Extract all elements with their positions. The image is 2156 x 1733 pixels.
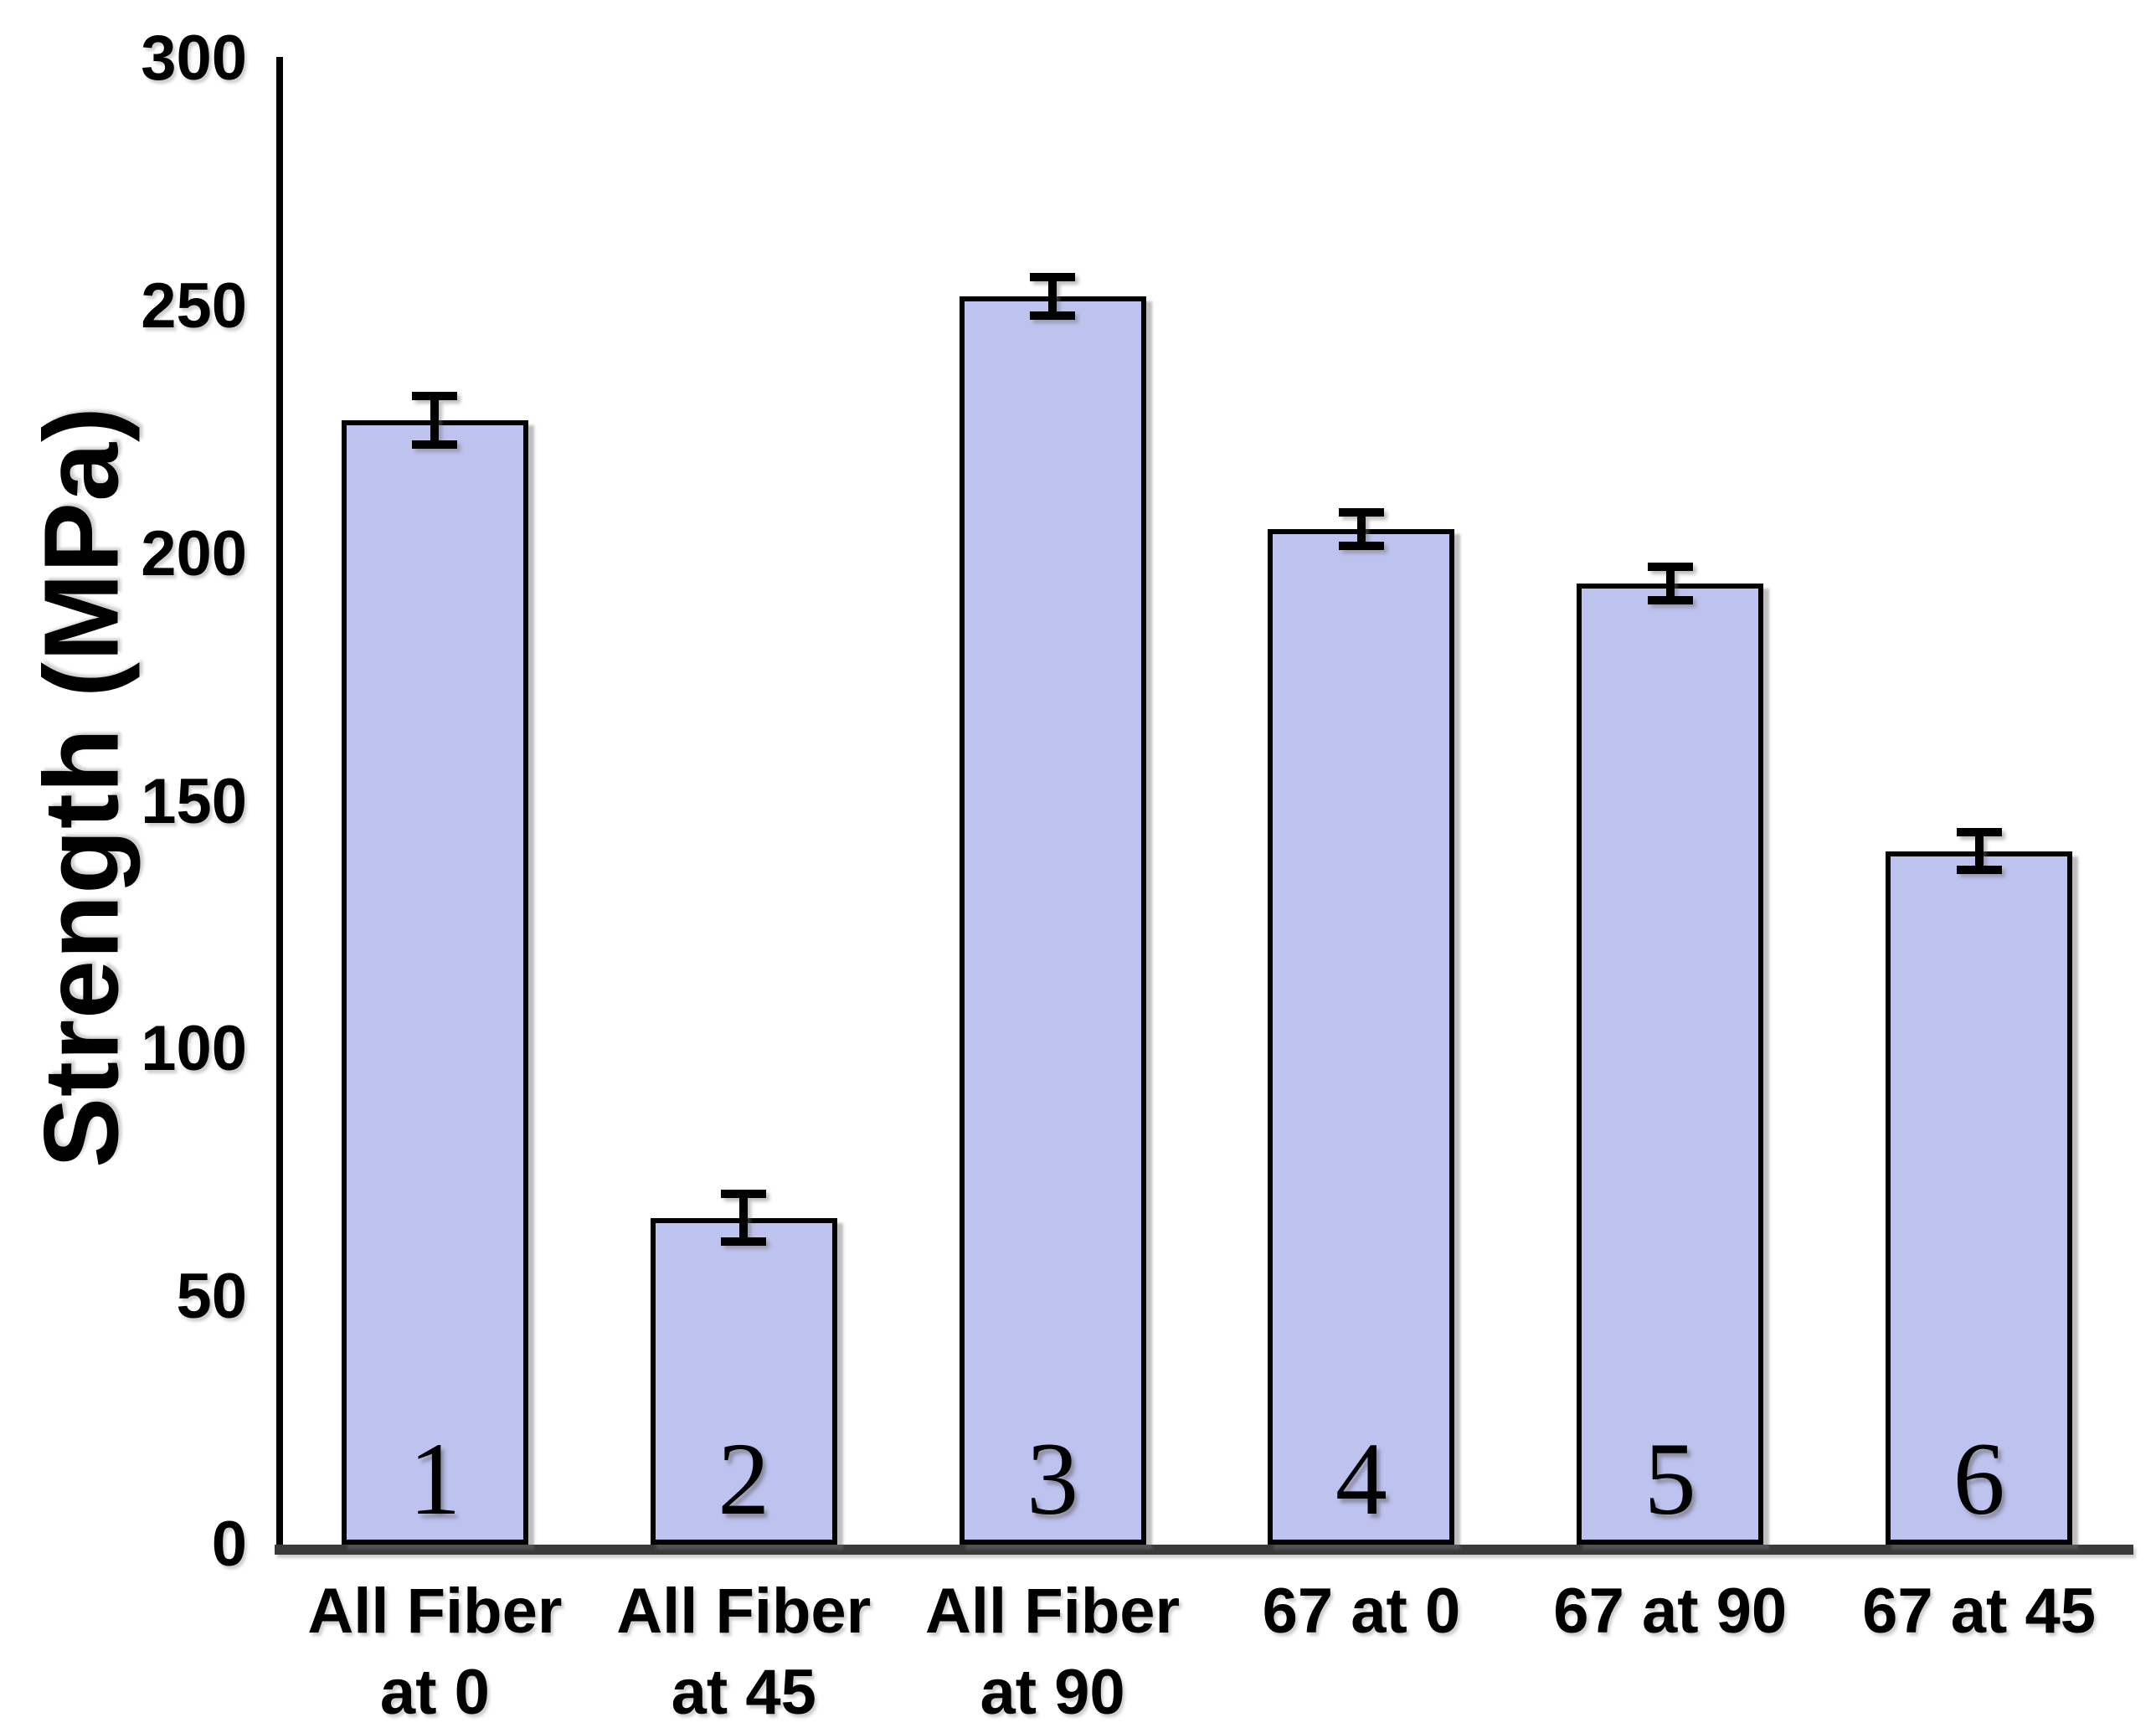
x-axis-category-label: All Fiber at 45	[616, 1576, 872, 1728]
x-axis-category-label: 67 at 0	[1262, 1576, 1461, 1647]
bar-number-label: 3	[1027, 1422, 1079, 1536]
bar: 1	[341, 419, 528, 1545]
y-tick-label: 50	[176, 1261, 247, 1333]
y-tick-label: 100	[141, 1013, 247, 1085]
error-bar	[1956, 827, 2002, 875]
bar: 4	[1268, 529, 1455, 1545]
bar-number-label: 4	[1335, 1421, 1387, 1536]
y-tick-label: 0	[211, 1509, 247, 1580]
x-axis-category-label: All Fiber at 90	[925, 1576, 1181, 1728]
bar-number-label: 1	[409, 1421, 461, 1536]
y-tick-label: 250	[141, 270, 247, 342]
y-tick-label: 300	[141, 23, 247, 94]
bar: 5	[1577, 584, 1764, 1545]
error-bar	[1338, 508, 1384, 550]
error-bar	[1030, 273, 1076, 320]
bar: 6	[1886, 851, 2073, 1545]
bar-number-label: 6	[1953, 1421, 2005, 1536]
error-bar	[1647, 563, 1693, 604]
y-axis-title: Strength (MPa)	[22, 406, 141, 1168]
bar: 2	[650, 1217, 837, 1545]
bar-number-label: 2	[718, 1422, 770, 1536]
error-bar	[721, 1189, 767, 1247]
y-axis-line	[276, 57, 283, 1555]
x-axis-line	[275, 1545, 2133, 1555]
y-tick-label: 200	[141, 517, 247, 589]
bar-number-label: 5	[1644, 1421, 1696, 1536]
y-tick-label: 150	[141, 765, 247, 837]
x-axis-category-label: 67 at 90	[1553, 1576, 1788, 1647]
x-axis-category-label: 67 at 45	[1862, 1576, 2097, 1647]
x-axis-category-label: All Fiber at 0	[307, 1576, 563, 1728]
bar: 3	[959, 296, 1146, 1545]
error-bar	[412, 392, 458, 449]
